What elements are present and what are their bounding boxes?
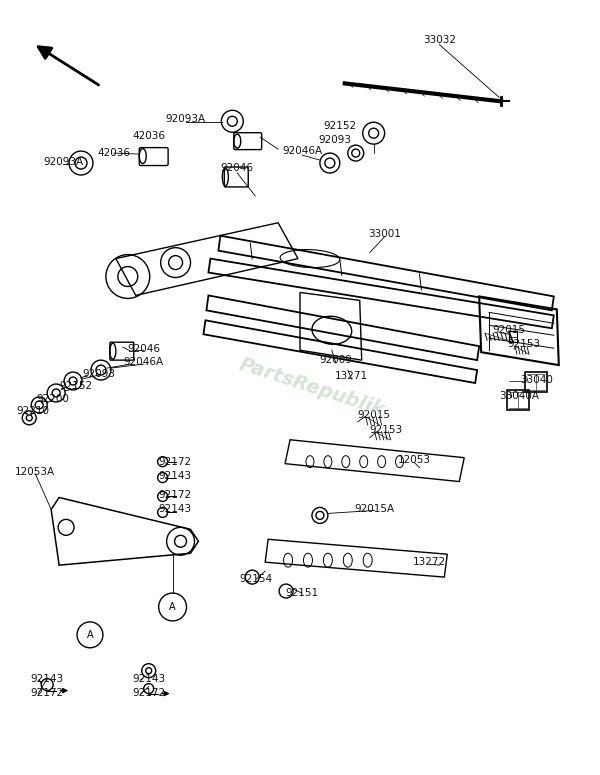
Text: 92143: 92143	[158, 470, 191, 480]
Text: 12053A: 12053A	[15, 467, 55, 477]
Text: 92046: 92046	[221, 163, 254, 173]
Text: 92009: 92009	[319, 355, 352, 365]
Text: PartsRepublik: PartsRepublik	[236, 355, 387, 420]
Text: 13272: 13272	[413, 557, 446, 567]
Text: 92046A: 92046A	[124, 357, 164, 367]
Text: 92151: 92151	[286, 588, 319, 598]
Text: 92172: 92172	[158, 491, 191, 501]
Text: 92093: 92093	[82, 369, 115, 379]
Text: 92154: 92154	[239, 574, 273, 584]
Text: 33032: 33032	[423, 35, 456, 45]
Text: 13271: 13271	[335, 371, 368, 381]
Text: 92015: 92015	[357, 410, 390, 420]
Text: 92210: 92210	[17, 406, 50, 416]
Text: 92015: 92015	[493, 326, 526, 336]
Text: 92015A: 92015A	[355, 505, 395, 515]
Text: 42036: 42036	[132, 131, 165, 141]
Text: 92093A: 92093A	[43, 157, 83, 167]
Text: 92152: 92152	[323, 121, 356, 131]
Text: 92143: 92143	[158, 505, 191, 515]
Text: 92172: 92172	[158, 456, 191, 467]
Text: 92046A: 92046A	[282, 146, 322, 156]
Text: A: A	[86, 630, 93, 640]
Text: 92172: 92172	[132, 687, 165, 698]
Text: 12053: 12053	[398, 455, 431, 465]
Text: 92200: 92200	[37, 394, 70, 404]
Text: 92143: 92143	[132, 673, 165, 684]
Text: 92046: 92046	[127, 344, 160, 354]
Text: 92172: 92172	[31, 687, 64, 698]
Text: 92152: 92152	[59, 381, 92, 391]
Text: 92153: 92153	[508, 339, 541, 350]
Text: 92153: 92153	[369, 425, 402, 435]
Text: 33001: 33001	[368, 229, 401, 239]
Text: A: A	[169, 602, 176, 612]
Text: 33040: 33040	[520, 375, 553, 385]
Text: 92093A: 92093A	[166, 114, 206, 124]
Text: 42036: 42036	[97, 148, 130, 158]
Text: 92093: 92093	[319, 135, 352, 145]
Text: 33040A: 33040A	[499, 391, 539, 401]
Text: 92143: 92143	[31, 673, 64, 684]
